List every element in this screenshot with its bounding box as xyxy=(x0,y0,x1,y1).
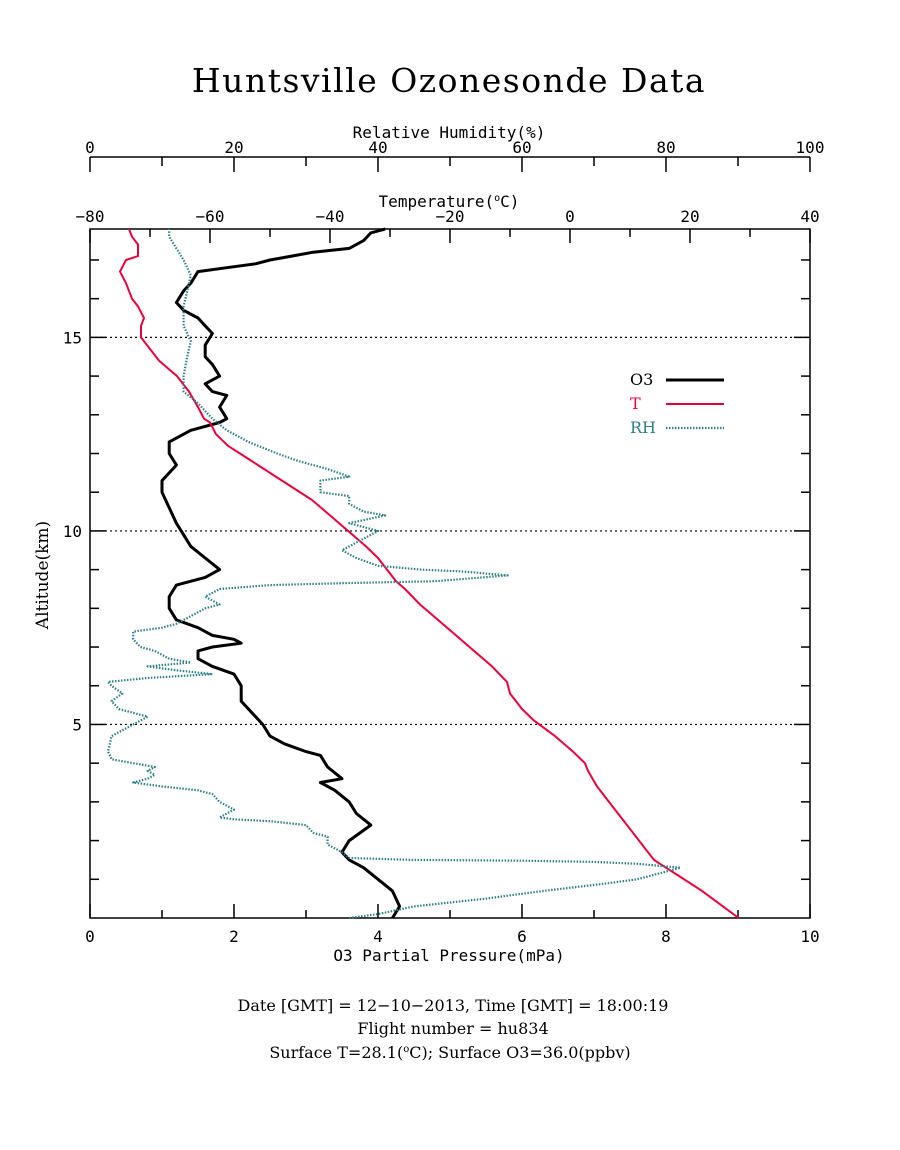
o3-tick-label: 6 xyxy=(517,927,527,946)
plot-frame xyxy=(89,228,811,919)
temperature-tick-label: −40 xyxy=(316,207,345,226)
legend-label-rh: RH xyxy=(630,418,656,437)
o3-tick-label: 8 xyxy=(661,927,671,946)
altitude-tick-label: 5 xyxy=(72,715,82,734)
temperature-tick-label: −60 xyxy=(196,207,225,226)
rh-tick-label: 20 xyxy=(224,138,243,157)
series-rh-line xyxy=(106,229,682,920)
altitude-tick-label: 15 xyxy=(63,328,82,347)
series-o3-line xyxy=(160,227,402,919)
altitude-tick-label: 10 xyxy=(63,522,82,541)
legend: O3 T RH xyxy=(630,370,724,437)
o3-tick-label: 0 xyxy=(85,927,95,946)
o3-tick-label: 4 xyxy=(373,927,383,946)
footer-date-time: Date [GMT] = 12−10−2013, Time [GMT] = 18… xyxy=(238,996,669,1015)
temperature-tick-label: 20 xyxy=(680,207,699,226)
rh-tick-label: 0 xyxy=(85,138,95,157)
chart-title: Huntsville Ozonesonde Data xyxy=(192,61,706,100)
rh-tick-label: 100 xyxy=(796,138,825,157)
altitude-axis: 5 10 15 Altitude(km) xyxy=(33,328,82,734)
footer: Date [GMT] = 12−10−2013, Time [GMT] = 18… xyxy=(238,996,669,1062)
o3-tick-label: 10 xyxy=(800,927,819,946)
altitude-axis-label: Altitude(km) xyxy=(33,521,53,630)
legend-label-o3: O3 xyxy=(630,370,653,389)
temperature-tick-label: −20 xyxy=(436,207,465,226)
rh-axis: Relative Humidity(%) 0 20 40 60 80 100 xyxy=(85,123,824,172)
rh-axis-label: Relative Humidity(%) xyxy=(353,123,546,142)
temperature-tick-label: −80 xyxy=(76,207,105,226)
footer-surface-values: Surface T=28.1(oC); Surface O3=36.0(ppbv… xyxy=(269,1043,630,1062)
o3-tick-label: 2 xyxy=(229,927,239,946)
temperature-axis: Temperature(oC) −80 −60 −40 −20 0 20 40 xyxy=(76,192,820,226)
o3-axis-label: O3 Partial Pressure(mPa) xyxy=(333,946,564,965)
o3-axis: 0 2 4 6 8 10 O3 Partial Pressure(mPa) xyxy=(85,927,819,965)
rh-tick-label: 60 xyxy=(512,138,531,157)
legend-label-t: T xyxy=(630,394,641,413)
rh-tick-label: 80 xyxy=(656,138,675,157)
temperature-tick-label: 0 xyxy=(565,207,575,226)
rh-tick-label: 40 xyxy=(368,138,387,157)
temperature-tick-label: 40 xyxy=(800,207,819,226)
temperature-axis-label: Temperature(oC) xyxy=(379,192,520,211)
footer-flight-number: Flight number = hu834 xyxy=(357,1019,548,1038)
series-t-line xyxy=(119,228,740,919)
